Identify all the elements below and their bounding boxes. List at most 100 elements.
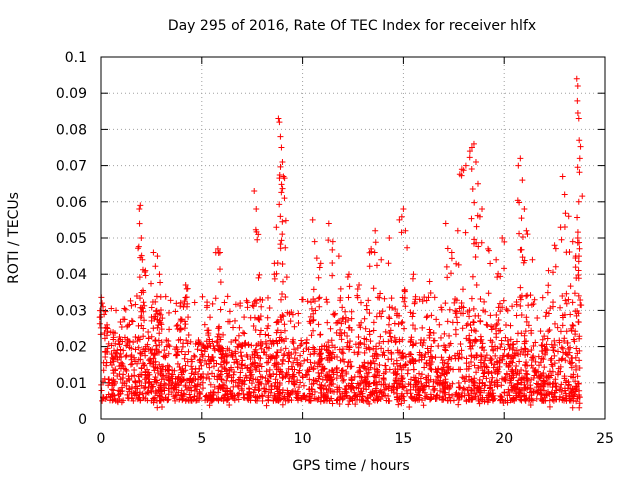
data-point bbox=[446, 385, 453, 392]
data-point bbox=[109, 354, 116, 361]
data-point bbox=[273, 319, 280, 326]
data-point bbox=[520, 375, 527, 382]
data-point bbox=[333, 329, 340, 336]
data-point bbox=[565, 382, 572, 389]
data-point bbox=[499, 235, 506, 241]
data-point bbox=[307, 313, 314, 320]
data-point bbox=[448, 249, 455, 256]
data-point bbox=[446, 306, 453, 313]
data-point bbox=[279, 356, 286, 363]
data-point bbox=[129, 360, 136, 367]
data-point bbox=[315, 321, 322, 328]
data-point bbox=[501, 265, 508, 272]
data-point bbox=[431, 387, 438, 394]
data-point bbox=[182, 351, 189, 358]
data-point bbox=[574, 350, 581, 357]
data-point bbox=[241, 330, 248, 337]
data-point bbox=[273, 366, 280, 373]
data-point bbox=[477, 295, 484, 302]
data-point bbox=[439, 366, 446, 373]
data-point bbox=[497, 273, 504, 280]
data-point bbox=[200, 375, 207, 382]
data-point bbox=[337, 326, 344, 333]
data-point bbox=[116, 388, 123, 395]
data-point bbox=[122, 306, 129, 313]
data-point bbox=[250, 322, 257, 329]
data-points bbox=[96, 75, 586, 411]
data-point bbox=[346, 324, 353, 331]
data-point bbox=[574, 109, 581, 116]
data-point bbox=[460, 167, 467, 174]
data-point bbox=[412, 382, 419, 389]
data-point bbox=[507, 377, 514, 384]
data-point bbox=[528, 301, 535, 308]
data-point bbox=[489, 374, 496, 381]
data-point bbox=[183, 377, 190, 384]
data-point bbox=[472, 158, 479, 165]
data-point bbox=[392, 339, 399, 346]
data-point bbox=[505, 364, 512, 371]
data-point bbox=[555, 357, 562, 364]
data-point bbox=[566, 349, 573, 356]
data-point bbox=[269, 338, 276, 345]
data-point bbox=[569, 299, 576, 306]
data-point bbox=[409, 313, 416, 320]
data-point bbox=[398, 400, 405, 407]
data-point bbox=[191, 299, 198, 306]
data-point bbox=[391, 320, 398, 327]
data-point bbox=[444, 318, 451, 325]
data-point bbox=[410, 374, 417, 381]
data-point bbox=[576, 404, 583, 411]
data-point bbox=[241, 394, 248, 401]
data-point bbox=[529, 397, 536, 404]
data-point bbox=[559, 173, 566, 180]
data-point bbox=[380, 391, 387, 398]
data-point bbox=[573, 366, 580, 373]
data-point bbox=[371, 249, 378, 256]
data-point bbox=[226, 347, 233, 354]
data-point bbox=[255, 340, 262, 347]
data-point bbox=[329, 238, 336, 245]
data-point bbox=[211, 373, 218, 380]
data-point bbox=[533, 395, 540, 402]
data-point bbox=[179, 365, 186, 372]
data-point bbox=[344, 273, 351, 280]
data-point bbox=[178, 348, 185, 355]
data-point bbox=[283, 369, 290, 376]
data-point bbox=[113, 307, 120, 314]
data-point bbox=[220, 331, 227, 338]
data-point bbox=[279, 218, 286, 225]
data-point bbox=[476, 400, 483, 407]
data-point bbox=[152, 308, 159, 315]
data-point bbox=[376, 389, 383, 396]
data-point bbox=[521, 332, 528, 339]
data-point bbox=[187, 338, 194, 345]
data-point bbox=[365, 369, 372, 376]
data-point bbox=[408, 393, 415, 400]
plot-frame bbox=[100, 56, 606, 420]
data-point bbox=[381, 295, 388, 302]
data-point bbox=[471, 362, 478, 369]
y-tick-label: 0.08 bbox=[56, 122, 87, 138]
data-point bbox=[543, 341, 550, 348]
data-point bbox=[438, 306, 445, 313]
data-point bbox=[184, 340, 191, 347]
data-point bbox=[108, 305, 115, 312]
data-point bbox=[213, 360, 220, 367]
data-point bbox=[276, 390, 283, 397]
data-point bbox=[145, 335, 152, 342]
data-point bbox=[176, 396, 183, 403]
data-point bbox=[440, 385, 447, 392]
data-point bbox=[505, 388, 512, 395]
data-point bbox=[316, 264, 323, 271]
data-point bbox=[251, 354, 258, 361]
data-point bbox=[460, 304, 467, 311]
data-point bbox=[142, 345, 149, 352]
data-point bbox=[220, 359, 227, 366]
data-point bbox=[222, 350, 229, 357]
data-point bbox=[518, 246, 525, 253]
data-point bbox=[262, 331, 269, 338]
data-point bbox=[458, 299, 465, 306]
data-point bbox=[193, 397, 200, 404]
